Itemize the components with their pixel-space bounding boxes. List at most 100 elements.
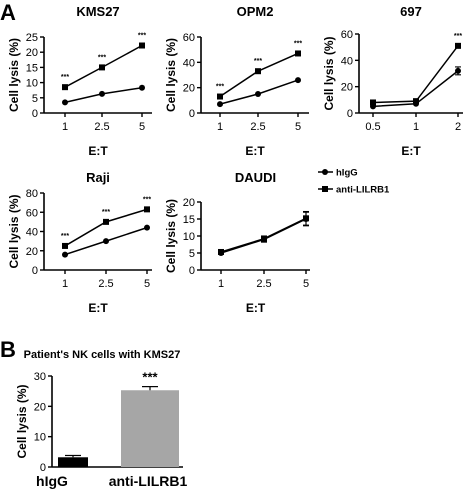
series-anti-lilrb1 [62,206,150,249]
chart-raji: Raji 0 20 40 60 80 Cell lysis (%) 1 2.5 5 E:T *** **… [7,170,152,315]
series-higg [62,84,145,106]
series-higg [217,77,301,108]
y-axis-label: Cell lysis (%) [7,38,21,112]
y-axis-label: Cell lysis (%) [164,199,178,273]
data-point [144,224,150,231]
data-point [103,238,109,245]
y-tick-label: 0 [347,108,353,120]
y-tick-label: 0 [189,108,195,120]
bar-anti-lilrb1 [121,390,179,467]
y-tick-label: 0 [189,265,195,277]
y-tick-label: 60 [183,32,195,44]
chart-title: Patient's NK cells with KMS27 [24,349,181,361]
chart-title: KMS27 [76,4,119,19]
legend-label: anti-LILRB1 [336,185,390,196]
significance-label: *** [294,40,302,47]
series-line [372,45,459,104]
y-tick-label: 40 [183,57,195,69]
y-axis-label: Cell lysis (%) [164,38,178,112]
x-axis-label: E:T [401,144,421,158]
x-tick-label: 5 [139,121,145,133]
significance-label: *** [454,33,462,40]
panel-b-letter: B [0,337,16,362]
y-tick-label: 40 [341,55,353,67]
data-point [295,50,301,57]
x-axis-label: E:T [88,301,108,315]
data-point [103,218,109,225]
chart-title: DAUDI [235,170,276,185]
significance-label: *** [98,54,106,61]
x-tick-label: 1 [413,121,419,133]
significance-label: *** [138,33,146,40]
y-tick-label: 5 [32,93,38,105]
chart-daudi: DAUDI 0 5 10 15 20 Cell lysis (%) 1 2.5 5 E:T [164,170,310,315]
legend-marker [322,169,328,175]
data-point [218,248,224,255]
y-tick-label: 20 [26,246,38,258]
y-tick-label: 5 [189,248,195,260]
y-tick-label: 0 [32,108,38,120]
chart-title: 697 [400,4,422,19]
data-point [455,67,461,74]
y-tick-label: 20 [183,83,195,95]
data-point [99,64,105,71]
data-point [295,77,301,84]
data-point [255,68,261,75]
category-label: hIgG [36,473,68,489]
data-point [144,206,150,213]
series-line [220,217,307,253]
y-axis-label: Cell lysis (%) [7,194,21,268]
y-tick-label: 0 [40,462,46,474]
legend-item-higg: hIgG [318,168,358,179]
y-tick-label: 20 [34,401,46,413]
significance-label: *** [102,209,110,216]
x-tick-label: 2 [455,121,461,133]
data-point [217,101,223,108]
y-axis-label: Cell lysis (%) [15,384,29,458]
x-tick-label: 2.5 [94,121,109,133]
y-tick-label: 15 [183,214,195,226]
x-axis-label: E:T [88,144,108,158]
data-point [62,242,68,249]
chart-title: OPM2 [237,4,274,19]
data-point [139,42,145,49]
legend-marker [322,186,328,192]
legend-item-anti-lilrb1: anti-LILRB1 [318,185,390,196]
x-tick-label: 5 [144,278,150,290]
x-tick-label: 1 [62,121,68,133]
y-tick-label: 30 [34,371,46,383]
data-point [455,42,461,49]
legend-label: hIgG [336,168,358,179]
data-point [303,215,309,222]
x-tick-label: 5 [295,121,301,133]
y-axis-label: Cell lysis (%) [322,36,336,110]
y-tick-label: 60 [26,207,38,219]
x-axis-label: E:T [246,301,266,315]
y-tick-label: 10 [183,231,195,243]
y-tick-label: 40 [26,227,38,239]
significance-label: *** [142,370,158,385]
significance-label: *** [61,233,69,240]
significance-label: *** [254,58,262,65]
data-point [413,98,419,105]
data-point [62,99,68,106]
legend: hIgG anti-LILRB1 [318,168,390,196]
chart-patient_nk: Patient's NK cells with KMS27 0 10 20 30 Cell… [15,349,187,489]
series-anti-lilrb1 [370,42,461,106]
data-point [217,93,223,100]
data-point [139,84,145,91]
chart-697: 697 0 20 40 60 Cell lysis (%) 0.5 1 2 E:T *** [322,4,463,158]
data-point [255,91,261,97]
x-tick-label: 2.5 [250,121,265,133]
x-tick-label: 0.5 [365,121,380,133]
series-anti-lilrb1 [217,50,301,100]
bar-higg [58,457,88,467]
y-tick-label: 20 [341,82,353,94]
data-point [62,251,68,258]
x-tick-label: 1 [218,278,224,290]
y-tick-label: 80 [26,188,38,200]
category-label: anti-LILRB1 [109,473,188,489]
series-anti-lilrb1 [62,42,145,91]
